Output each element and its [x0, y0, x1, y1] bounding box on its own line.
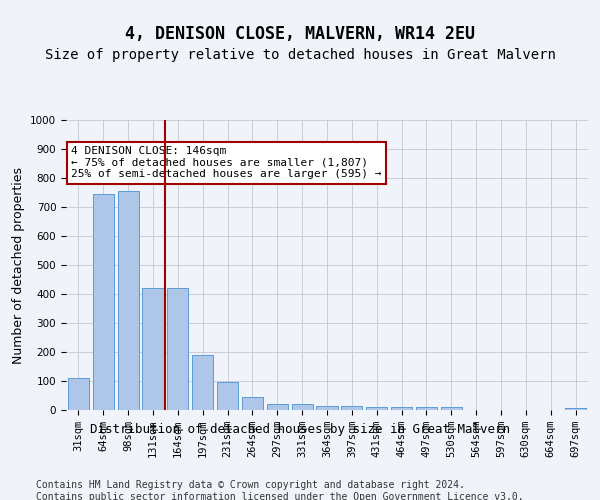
Bar [167, 288, 188, 410]
Bar [68, 378, 89, 410]
Text: Contains HM Land Registry data © Crown copyright and database right 2024.
Contai: Contains HM Land Registry data © Crown c… [36, 480, 524, 500]
Bar [118, 191, 139, 410]
Bar [341, 406, 362, 410]
Bar [416, 407, 437, 410]
Bar [292, 404, 313, 410]
Bar [316, 406, 338, 410]
Y-axis label: Number of detached properties: Number of detached properties [11, 166, 25, 364]
Bar [565, 408, 586, 410]
Bar [142, 288, 164, 410]
Bar [242, 397, 263, 410]
Bar [217, 382, 238, 410]
Bar [441, 407, 462, 410]
Bar [93, 194, 114, 410]
Text: 4, DENISON CLOSE, MALVERN, WR14 2EU: 4, DENISON CLOSE, MALVERN, WR14 2EU [125, 25, 475, 43]
Text: Size of property relative to detached houses in Great Malvern: Size of property relative to detached ho… [44, 48, 556, 62]
Bar [366, 407, 387, 410]
Bar [267, 404, 288, 410]
Text: Distribution of detached houses by size in Great Malvern: Distribution of detached houses by size … [90, 422, 510, 436]
Text: 4 DENISON CLOSE: 146sqm
← 75% of detached houses are smaller (1,807)
25% of semi: 4 DENISON CLOSE: 146sqm ← 75% of detache… [71, 146, 382, 180]
Bar [192, 355, 213, 410]
Bar [391, 407, 412, 410]
